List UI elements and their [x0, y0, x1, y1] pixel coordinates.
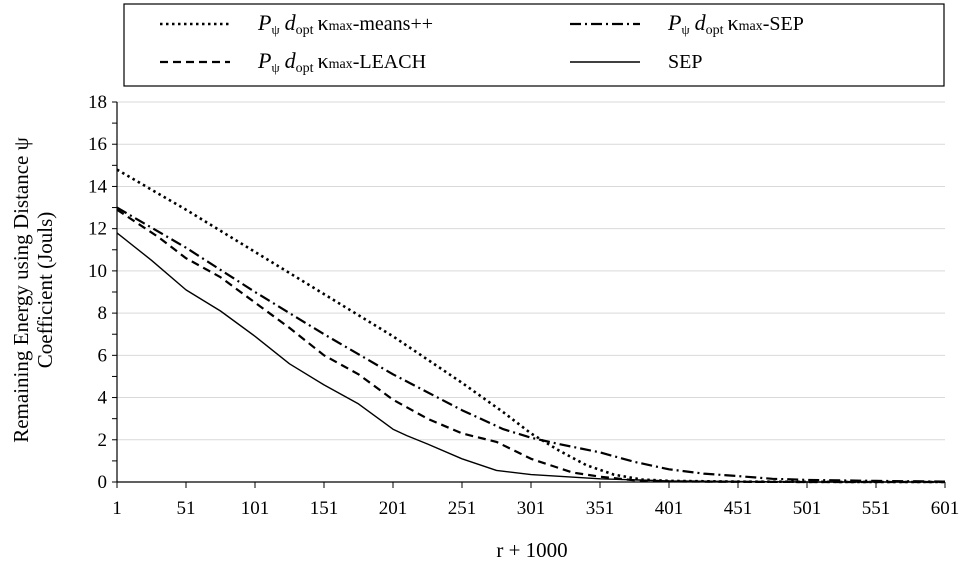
grid-lines [117, 101, 945, 441]
y-axis-title-line-1: Remaining Energy using Distance ψ [9, 137, 33, 443]
x-tick-label: 551 [862, 498, 891, 519]
legend-label: Pψ dopt κmax-SEP [667, 10, 804, 38]
legend: Pψ dopt κmax-means++ Pψ dopt κmax-SEP Pψ dopt κm… [123, 3, 945, 87]
x-tick-label: 601 [931, 498, 960, 519]
series-lines [116, 168, 946, 484]
x-tick-label: 301 [517, 498, 546, 519]
series-line [116, 208, 945, 484]
x-tick-label: 451 [724, 498, 753, 519]
series-line [116, 232, 945, 483]
x-tick-label: 1 [112, 498, 122, 519]
y-tick-label: 4 [98, 388, 108, 409]
legend-label: SEP [668, 51, 702, 73]
legend-box [123, 3, 945, 87]
y-tick-label: 16 [88, 134, 107, 155]
legend-label: Pψ dopt κmax-means++ [257, 10, 433, 38]
y-axis-title: Remaining Energy using Distance ψ Coeffi… [9, 137, 57, 443]
x-tick-label: 251 [448, 498, 477, 519]
legend-label: Pψ dopt κmax-LEACH [257, 48, 426, 76]
y-tick-label: 12 [88, 219, 107, 240]
x-tick-label: 51 [177, 498, 196, 519]
x-axis-title: r + 1000 [496, 538, 567, 562]
y-tick-label: 0 [98, 472, 108, 493]
x-tick-label: 201 [379, 498, 408, 519]
y-tick-label: 2 [98, 430, 108, 451]
x-tick-label: 501 [793, 498, 822, 519]
x-tick-label: 151 [310, 498, 339, 519]
x-tick-label: 351 [586, 498, 615, 519]
y-tick-label: 10 [88, 261, 107, 282]
y-tick-label: 18 [88, 92, 107, 113]
y-tick-label: 14 [88, 176, 108, 197]
series-line [116, 168, 945, 484]
x-tick-label: 401 [655, 498, 684, 519]
x-tick-label: 101 [241, 498, 270, 519]
series-line [116, 206, 946, 483]
y-tick-label: 8 [98, 303, 108, 324]
y-axis-title-line-2: Coefficient (Jouls) [33, 212, 57, 369]
y-tick-label: 6 [98, 345, 108, 366]
